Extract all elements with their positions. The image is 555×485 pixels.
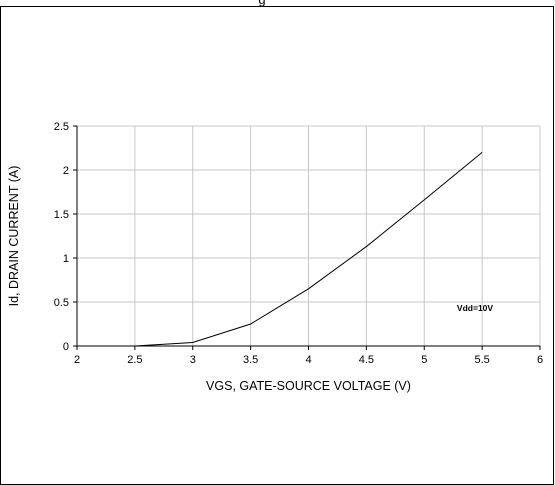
x-tick-label: 2.5 [127, 354, 142, 366]
x-tick-label: 2 [74, 354, 80, 366]
y-tick-label: 2.5 [54, 121, 69, 133]
x-tick-label: 4.5 [359, 354, 374, 366]
y-axis-label: Id, DRAIN CURRENT (A) [7, 166, 21, 307]
series-line [134, 152, 483, 347]
grid-lines [77, 125, 541, 346]
figure-frame [0, 6, 554, 485]
y-tick-labels: 0 0.5 1 1.5 2 2.5 [54, 121, 77, 353]
condition-annotation: Vdd=10V [457, 303, 493, 313]
y-tick-label: 1 [63, 253, 69, 265]
x-tick-label: 3 [190, 354, 196, 366]
x-tick-label: 6 [537, 354, 543, 366]
x-tick-label: 5.5 [474, 354, 489, 366]
y-tick-label: 1.5 [54, 209, 69, 221]
y-tick-label: 0.5 [54, 297, 69, 309]
y-tick-label: 2 [63, 165, 69, 177]
x-tick-labels: 2 2.5 3 3.5 4 4.5 5 5.5 6 [74, 346, 543, 366]
x-tick-label: 5 [421, 354, 427, 366]
x-tick-label: 3.5 [243, 354, 258, 366]
y-tick-label: 0 [63, 341, 69, 353]
plot-area: 2 2.5 3 3.5 4 4.5 5 5.5 6 0 0.5 1 1.5 2 2.5 [54, 121, 543, 366]
x-axis-label: VGS, GATE-SOURCE VOLTAGE (V) [206, 379, 411, 393]
title-fragment: g [258, 0, 265, 7]
series-group [134, 152, 483, 347]
title-mask [240, 0, 300, 6]
x-tick-label: 4 [305, 354, 311, 366]
